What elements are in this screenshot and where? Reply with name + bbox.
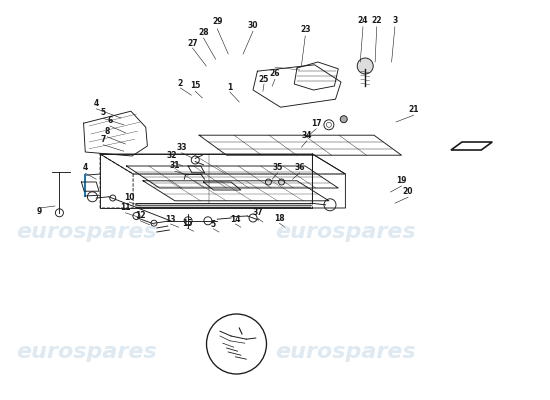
Text: 2: 2 xyxy=(178,79,183,88)
Text: 13: 13 xyxy=(165,215,176,224)
Text: 19: 19 xyxy=(396,176,407,185)
Text: 4: 4 xyxy=(82,164,88,172)
Text: 11: 11 xyxy=(120,204,131,212)
Text: 28: 28 xyxy=(198,28,209,37)
Circle shape xyxy=(340,116,347,123)
Text: 21: 21 xyxy=(408,106,419,114)
Text: 5: 5 xyxy=(101,108,106,117)
Text: 3: 3 xyxy=(392,16,398,25)
Text: 31: 31 xyxy=(169,162,180,170)
Text: 15: 15 xyxy=(182,219,192,228)
Text: eurospares: eurospares xyxy=(275,342,416,362)
Text: 18: 18 xyxy=(274,214,285,222)
Text: 26: 26 xyxy=(270,70,280,78)
Text: 24: 24 xyxy=(358,16,368,25)
Text: 4: 4 xyxy=(94,99,99,108)
Text: eurospares: eurospares xyxy=(16,222,157,242)
Text: 5: 5 xyxy=(211,220,216,228)
Text: 29: 29 xyxy=(212,18,223,26)
Text: 6: 6 xyxy=(107,116,113,125)
Text: 30: 30 xyxy=(248,22,258,30)
Text: 20: 20 xyxy=(403,188,414,196)
Text: 22: 22 xyxy=(371,16,382,25)
Text: 7: 7 xyxy=(101,136,106,144)
Text: 36: 36 xyxy=(294,163,305,172)
Text: 37: 37 xyxy=(252,208,263,217)
Text: 23: 23 xyxy=(300,26,311,34)
Text: 25: 25 xyxy=(259,75,269,84)
Text: 35: 35 xyxy=(273,163,283,172)
Text: 9: 9 xyxy=(37,208,42,216)
Text: 17: 17 xyxy=(311,120,322,128)
Text: 10: 10 xyxy=(124,194,135,202)
Text: 14: 14 xyxy=(230,215,241,224)
Text: 34: 34 xyxy=(301,132,312,140)
Text: 1: 1 xyxy=(227,83,233,92)
Text: 27: 27 xyxy=(187,39,198,48)
Text: 15: 15 xyxy=(190,82,200,90)
Text: 33: 33 xyxy=(176,143,187,152)
Text: eurospares: eurospares xyxy=(275,222,416,242)
Text: 12: 12 xyxy=(135,212,146,220)
Text: eurospares: eurospares xyxy=(16,342,157,362)
Circle shape xyxy=(357,58,373,74)
Text: 32: 32 xyxy=(166,152,177,160)
Text: 8: 8 xyxy=(104,127,110,136)
